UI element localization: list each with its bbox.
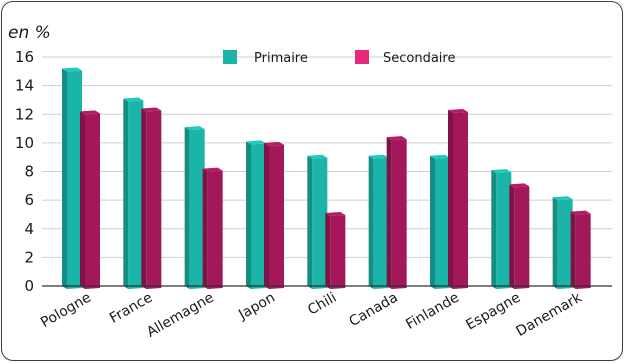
bar-top: [368, 154, 389, 159]
bar-secondaire-finlande: [453, 111, 468, 289]
bar-side: [246, 141, 251, 289]
bar-top: [202, 167, 223, 172]
bar-secondaire-france: [146, 110, 162, 290]
bar-top: [386, 136, 407, 141]
y-tick-label: 14: [15, 77, 34, 95]
y-tick-label: 12: [15, 105, 34, 123]
legend-label-secondaire: Secondaire: [383, 51, 455, 66]
bar-primaire-chili: [312, 157, 328, 289]
bar-side: [448, 109, 453, 289]
bar-side: [202, 168, 208, 289]
bar-primaire-allemagne: [189, 129, 205, 289]
bar-top: [570, 210, 591, 215]
bar-primaire-pologne: [67, 70, 82, 289]
bar-top: [325, 212, 346, 217]
bar-primaire-france: [128, 100, 144, 289]
bar-top: [491, 169, 512, 174]
bar-primaire-canada: [373, 157, 389, 289]
bar-top: [246, 140, 266, 145]
x-tick-label: Finlande: [403, 290, 462, 333]
bar-side: [264, 142, 269, 289]
x-tick-label: Canada: [347, 290, 401, 330]
bar-side: [325, 213, 331, 289]
bar-top: [62, 67, 82, 72]
bar-secondaire-danemark: [575, 213, 591, 289]
bar-side: [552, 197, 558, 289]
bar-top: [552, 196, 573, 201]
y-tick-label: 0: [24, 277, 34, 295]
bar-side: [430, 155, 435, 289]
bar-top: [509, 183, 530, 188]
legend-label-primaire: Primaire: [254, 51, 308, 66]
bar-side: [123, 98, 129, 289]
legend: Primaire Secondaire: [223, 50, 455, 66]
bar-side: [184, 127, 190, 289]
bar-primaire-finlande: [435, 157, 450, 289]
bar-secondaire-pologne: [85, 113, 100, 289]
bar-secondaire-espagne: [514, 186, 530, 289]
y-tick-label: 6: [24, 191, 34, 209]
bar-primaire-danemark: [557, 199, 573, 289]
y-tick-label: 2: [24, 248, 34, 266]
bar-top: [184, 126, 205, 131]
bar-primaire-japon: [251, 143, 266, 289]
bar-side: [80, 111, 85, 289]
y-tick-label: 4: [24, 220, 34, 238]
bar-side: [62, 68, 67, 289]
bar-top: [430, 154, 450, 159]
bar-secondaire-canada: [391, 139, 407, 289]
y-tick-label: 16: [15, 48, 34, 66]
x-tick-label: Chili: [305, 290, 339, 319]
legend-swatch-primaire: [223, 50, 237, 64]
bar-top: [141, 107, 162, 112]
bar-primaire-espagne: [496, 172, 512, 289]
bar-top: [307, 154, 328, 159]
bar-side: [509, 184, 515, 289]
y-tick-label: 8: [24, 163, 34, 181]
bars: [62, 67, 591, 290]
x-tick-label: Pologne: [38, 290, 94, 332]
x-tick-label: France: [107, 290, 155, 327]
bar-top: [448, 108, 468, 113]
bar-secondaire-allemagne: [207, 170, 223, 289]
bar-top: [123, 97, 144, 102]
legend-swatch-secondaire: [355, 50, 369, 64]
y-unit-label: en %: [8, 23, 51, 43]
bar-secondaire-japon: [269, 144, 284, 289]
bar-top: [80, 110, 100, 115]
bar-side: [491, 170, 497, 289]
y-tick-label: 10: [15, 134, 34, 152]
x-tick-label: Allemagne: [144, 290, 217, 341]
bar-top: [264, 141, 284, 146]
bar-side: [141, 108, 147, 290]
bar-side: [570, 211, 576, 289]
bar-secondaire-chili: [330, 215, 346, 289]
bar-side: [386, 137, 392, 289]
bar-side: [368, 155, 374, 289]
x-tick-label: Japon: [235, 290, 278, 324]
bar-side: [307, 155, 313, 289]
x-tick-label: Danemark: [514, 289, 586, 340]
